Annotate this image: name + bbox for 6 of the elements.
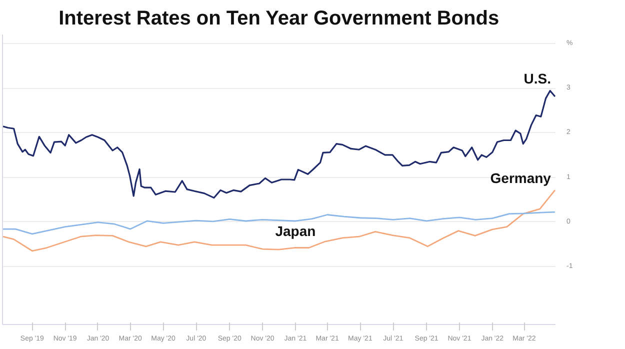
- line-series: [2, 190, 556, 252]
- chart-title: Interest Rates on Ten Year Government Bonds: [58, 8, 500, 30]
- series-label: Germany: [490, 170, 552, 186]
- series-label: Japan: [275, 222, 316, 239]
- line-series: [2, 90, 556, 199]
- series-label: U.S.: [524, 70, 551, 87]
